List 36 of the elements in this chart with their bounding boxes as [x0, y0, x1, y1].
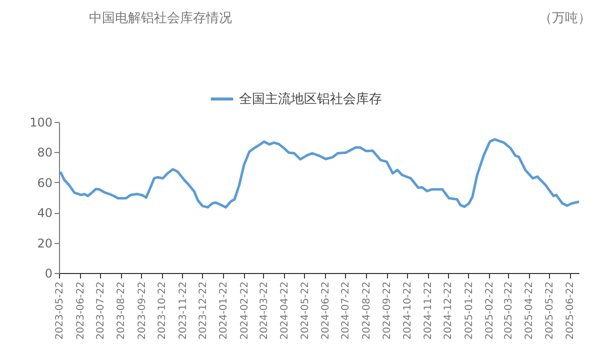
- x-tick-label: 2024-09-22: [382, 282, 394, 340]
- x-tick-label: 2024-08-22: [361, 282, 372, 340]
- y-tick-label: 60: [37, 176, 52, 190]
- y-tick-label: 80: [37, 146, 52, 160]
- x-tick-label: 2025-05-22: [544, 282, 556, 340]
- x-tick-label: 2024-11-22: [423, 282, 434, 340]
- x-tick-label: 2025-02-22: [484, 282, 496, 340]
- x-tick-label: 2024-03-22: [258, 282, 270, 340]
- x-tick-label: 2024-05-22: [300, 282, 311, 340]
- y-tick-label: 40: [37, 206, 52, 220]
- legend-label: 全国主流地区铝社会库存: [239, 91, 382, 107]
- x-tick-label: 2025-03-22: [503, 282, 514, 340]
- x-tick-label: 2024-06-22: [320, 282, 332, 340]
- x-tick-label: 2023-09-22: [136, 282, 148, 340]
- chart-title: 中国电解铝社会库存情况: [89, 11, 232, 26]
- x-tick-label: 2024-10-22: [402, 282, 414, 340]
- text: （万吨）: [539, 11, 591, 26]
- y-tick-label: 20: [37, 236, 52, 250]
- x-tick-label: 2024-01-22: [218, 282, 230, 340]
- y-tick-label: 100: [30, 116, 52, 130]
- x-tick-label: 2023-10-22: [157, 282, 168, 340]
- x-tick-label: 2024-02-22: [239, 282, 250, 340]
- x-tick-label: 2023-08-22: [116, 282, 128, 340]
- x-tick-label: 2024-07-22: [340, 282, 352, 340]
- x-tick-label: 2024-04-22: [280, 282, 291, 340]
- x-tick-label: 2025-06-22: [565, 282, 576, 340]
- x-tick-label: 2025-01-22: [464, 282, 475, 340]
- y-tick-label: 0: [44, 266, 52, 280]
- line-series: [59, 138, 580, 209]
- x-tick-label: 2023-05-22: [54, 282, 66, 340]
- x-tick-label: 2024-12-22: [443, 282, 454, 340]
- x-tick-label: 2025-04-22: [524, 282, 536, 340]
- x-tick-label: 2023-07-22: [95, 282, 106, 340]
- x-tick-label: 2023-11-22: [178, 282, 189, 340]
- x-tick-label: 2023-06-22: [75, 282, 86, 340]
- x-tick-label: 2023-12-22: [198, 282, 209, 340]
